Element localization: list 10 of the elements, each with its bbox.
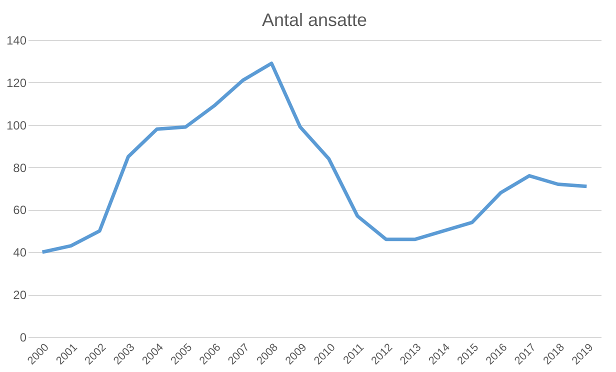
y-tick-label: 0 <box>20 330 27 344</box>
y-tick-label: 60 <box>13 203 27 218</box>
y-tick-label: 140 <box>6 34 27 48</box>
line-series <box>40 62 588 254</box>
y-tick-label: 120 <box>6 76 27 90</box>
y-tick-label: 40 <box>13 246 27 260</box>
y-tick-label: 20 <box>13 288 27 302</box>
y-tick-label: 100 <box>6 118 27 132</box>
chart-title: Antal ansatte <box>262 10 368 30</box>
y-tick-label: 80 <box>13 160 27 175</box>
